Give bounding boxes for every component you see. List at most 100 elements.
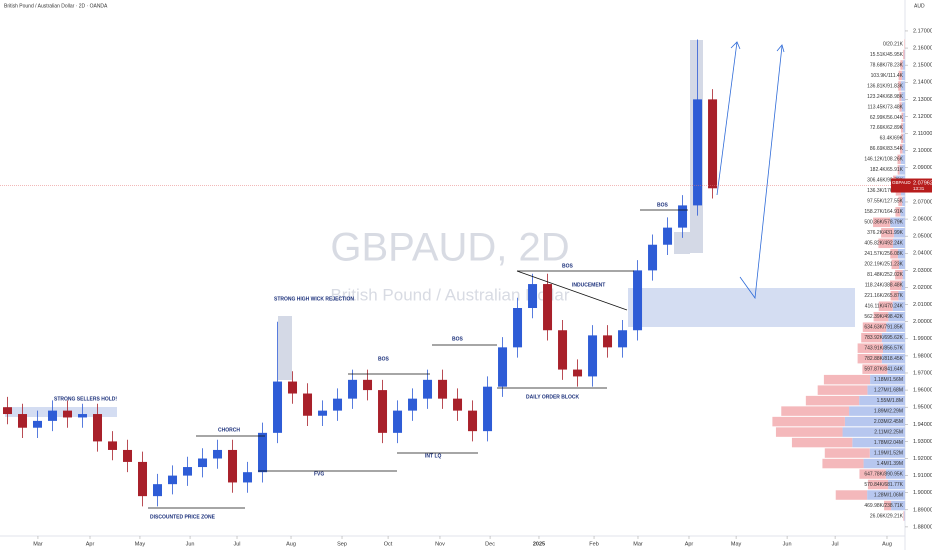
annotation: BOS: [657, 202, 669, 208]
profile-sell: [884, 500, 892, 511]
y-tick-label: 2.06000: [913, 217, 932, 223]
profile-buy: [886, 322, 905, 332]
candle-body: [138, 461, 148, 497]
profile-sell: [862, 322, 887, 332]
profile-label: 782.88K/818.45K: [864, 356, 903, 362]
candle-body: [378, 390, 388, 433]
profile-label: 1.28M/1.06M: [874, 492, 903, 498]
profile-sell: [878, 238, 893, 249]
y-tick-label: 1.89000: [913, 507, 932, 513]
x-tick-label: Jun: [783, 541, 792, 547]
y-tick-label: 1.94000: [913, 422, 932, 428]
annotations: STRONG SELLERS HOLD! DISCOUNTED PRICE ZO…: [54, 202, 669, 520]
profile-sell: [904, 39, 905, 49]
last-price-countdown: 13:31: [913, 186, 925, 191]
last-price-symbol: GBPAUD: [892, 180, 911, 185]
last-price-tag: [891, 178, 932, 193]
profile-sell: [823, 374, 871, 385]
x-tick-label: May: [135, 541, 146, 547]
profile-label: 562.39K/498.42K: [864, 314, 903, 320]
annotation: INDUCEMENT: [572, 282, 605, 288]
profile-buy: [904, 511, 905, 521]
profile-sell: [873, 311, 889, 322]
candle-body: [588, 335, 598, 377]
annotation: STRONG HIGH WICK REJECTION: [274, 296, 354, 302]
annotation: BOS: [562, 263, 574, 269]
profile-buy: [901, 70, 905, 81]
profile-buy: [902, 196, 905, 207]
candle-body: [48, 410, 58, 421]
profile-label: 634.63K/791.85K: [864, 325, 903, 331]
candle-body: [618, 330, 628, 348]
profile-buy: [867, 490, 905, 500]
x-tick-label: Aug: [286, 541, 296, 547]
profile-sell: [897, 154, 901, 165]
profile-label: 62.99K/56.04K: [870, 115, 904, 121]
arrow-head: [730, 41, 741, 50]
y-tick-label: 2.07000: [913, 199, 932, 205]
currency: AUD: [914, 3, 925, 9]
profile-buy: [887, 364, 905, 374]
profile-buy: [842, 427, 905, 437]
y-tick-label: 2.16000: [913, 46, 932, 52]
profile-buy: [900, 81, 905, 91]
order-block-zone: [628, 288, 855, 327]
profile-label: 123.24K/68.98K: [867, 94, 904, 100]
annotation: BOS: [452, 336, 464, 342]
candle-body: [18, 414, 28, 428]
profile-label: 97.55K/127.55K: [867, 199, 904, 205]
profile-sell: [805, 395, 860, 406]
profile-sell: [898, 81, 901, 91]
profile-sell: [775, 427, 843, 437]
profile-buy: [852, 437, 905, 448]
profile-sell: [895, 207, 901, 217]
profile-label: 405.82K/492.24K: [864, 241, 903, 247]
profile-buy: [900, 154, 905, 165]
y-tick-label: 2.02000: [913, 285, 932, 291]
candle-body: [33, 420, 43, 428]
profile-buy: [882, 343, 905, 353]
candle-body: [273, 381, 283, 433]
y-tick-label: 2.04000: [913, 251, 932, 257]
candle-body: [408, 398, 418, 411]
candle-body: [348, 379, 358, 399]
watermark-name: British Pound / Australian Dollar: [330, 285, 569, 304]
candle-body: [453, 398, 463, 411]
candle-body: [258, 432, 268, 473]
profile-sell: [897, 165, 900, 175]
profile-sell: [824, 448, 870, 458]
candle-body: [243, 472, 253, 483]
profile-sell: [862, 364, 888, 374]
candle-body: [423, 379, 433, 399]
profile-label: 306.46K/98.72K: [867, 178, 904, 184]
profile-label: 241.57K/256.08K: [864, 251, 903, 257]
y-tick-label: 1.91000: [913, 473, 932, 479]
profile-sell: [890, 290, 899, 301]
candle-body: [498, 347, 508, 387]
profile-label: 81.48K/252.02K: [867, 272, 904, 278]
y-tick-label: 2.10000: [913, 148, 932, 154]
candle-body: [438, 379, 448, 399]
x-tick-label: May: [731, 541, 742, 547]
profile-label: 113.45K/73.48K: [868, 104, 904, 110]
profile-buy: [902, 123, 905, 133]
candle-body: [3, 407, 13, 415]
profile-buy: [902, 270, 905, 280]
profile-label: 1.4M/1.39M: [877, 461, 903, 467]
profile-sell: [781, 406, 850, 416]
y-tick-label: 2.13000: [913, 97, 932, 103]
y-tick-label: 1.92000: [913, 456, 932, 462]
profile-sell: [822, 458, 864, 469]
profile-buy: [881, 332, 905, 343]
candle-body: [528, 284, 538, 309]
y-tick-label: 1.90000: [913, 490, 932, 496]
profile-label: 2.03M/2.45M: [874, 419, 903, 425]
zones: [5, 40, 855, 417]
profile-label: 376.2K/431.99K: [867, 230, 904, 236]
profile-label: 26.06K/29.21K: [870, 513, 904, 519]
candle-body: [78, 414, 88, 418]
profile-buy: [898, 290, 905, 301]
profile-sell: [899, 144, 903, 154]
profile-sell: [898, 196, 903, 207]
profile-sell: [857, 353, 882, 364]
